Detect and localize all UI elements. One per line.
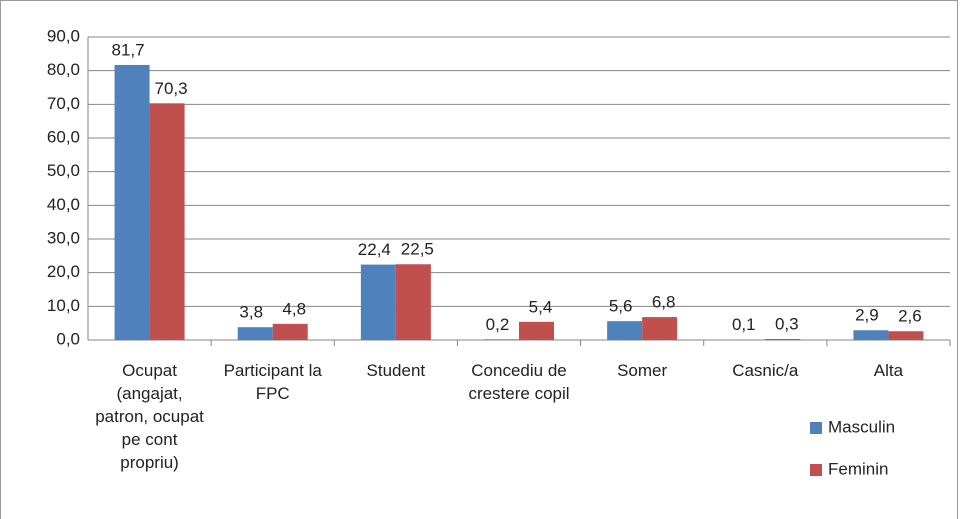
bar [607, 321, 643, 340]
legend-label: Feminin [828, 459, 888, 478]
data-label: 4,8 [282, 299, 306, 318]
y-tick-label: 50,0 [47, 161, 80, 180]
data-label: 2,6 [898, 307, 922, 326]
x-tick-label: Concediu de crestere copil [468, 361, 570, 403]
data-label: 81,7 [112, 40, 145, 59]
bar [765, 338, 801, 340]
bar [360, 264, 396, 340]
data-label: 22,5 [401, 240, 434, 259]
bar [484, 339, 519, 340]
x-tick-label: Casnic/a [732, 361, 799, 380]
x-tick-label: Student [366, 361, 426, 380]
bar [642, 317, 678, 340]
bar [395, 264, 431, 340]
data-label: 0,3 [775, 314, 799, 333]
bar [888, 331, 924, 340]
legend-label: Masculin [828, 417, 895, 436]
data-label: 3,8 [239, 303, 263, 322]
bar [149, 103, 185, 340]
data-label: 2,9 [855, 306, 879, 325]
y-tick-label: 0,0 [56, 329, 80, 348]
legend-swatch [810, 464, 822, 476]
y-tick-label: 60,0 [47, 127, 80, 146]
data-label: 6,8 [652, 293, 676, 312]
bar [272, 323, 308, 340]
data-label: 5,6 [609, 297, 633, 316]
x-tick-label: Somer [617, 361, 668, 380]
data-label: 0,1 [732, 315, 756, 334]
data-label: 5,4 [529, 297, 553, 316]
data-label: 70,3 [155, 79, 188, 98]
y-tick-label: 20,0 [47, 262, 80, 281]
y-tick-label: 30,0 [47, 228, 80, 247]
bar [114, 64, 150, 341]
y-tick-label: 90,0 [47, 26, 80, 45]
data-label: 22,4 [358, 240, 391, 259]
y-tick-label: 40,0 [47, 195, 80, 214]
x-tick-label: Ocupat (angajat, patron, ocupat pe cont … [95, 361, 204, 472]
bar [853, 330, 889, 340]
y-tick-label: 10,0 [47, 296, 80, 315]
legend-swatch [810, 422, 822, 434]
y-tick-label: 70,0 [47, 94, 80, 113]
bar [519, 321, 554, 340]
bar [237, 327, 273, 340]
y-tick-label: 80,0 [47, 60, 80, 79]
x-tick-label: Participant la FPC [223, 361, 322, 403]
data-label: 0,2 [486, 315, 510, 334]
x-tick-label: Alta [873, 361, 904, 380]
